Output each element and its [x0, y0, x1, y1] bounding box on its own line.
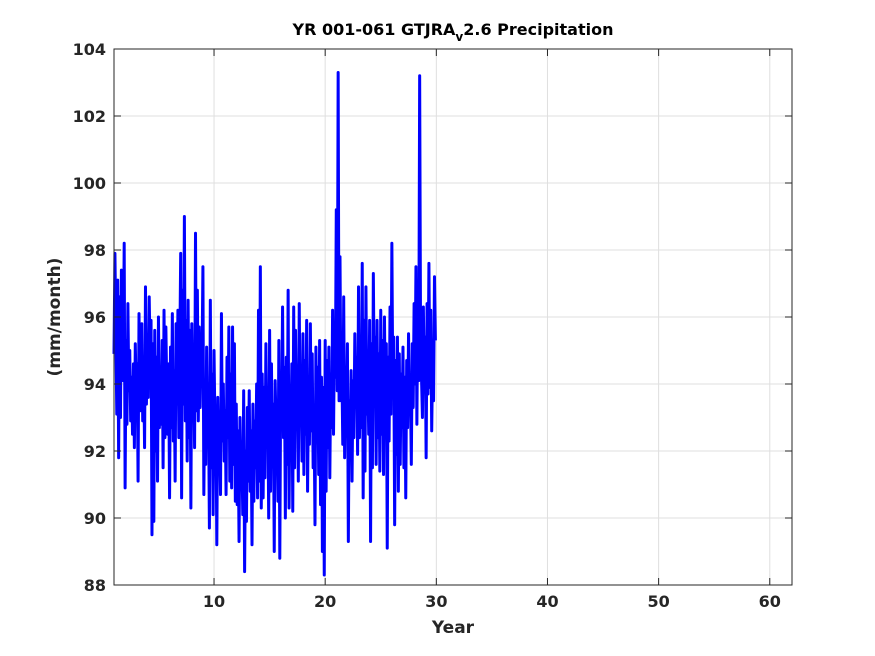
chart-title-subscript: v [455, 30, 463, 44]
y-tick-label: 100 [73, 174, 106, 193]
x-tick-label: 10 [203, 592, 225, 611]
y-tick-label: 102 [73, 107, 106, 126]
x-tick-label: 20 [314, 592, 336, 611]
y-tick-label: 92 [84, 442, 106, 461]
y-tick-label: 94 [84, 375, 106, 394]
x-tick-label: 30 [425, 592, 447, 611]
x-axis-title: Year [431, 618, 475, 638]
y-tick-label: 98 [84, 241, 106, 260]
y-tick-label: 88 [84, 576, 106, 595]
series-line-precipitation [112, 70, 437, 577]
y-axis-title: (mm/month) [45, 258, 65, 377]
x-tick-label: 60 [759, 592, 781, 611]
chart-title: YR 001-061 GTJRAv2.6 Precipitation [292, 20, 614, 44]
y-tick-label: 104 [73, 40, 106, 59]
y-tick-label: 96 [84, 308, 106, 327]
chart-title-rest: 2.6 Precipitation [463, 20, 613, 39]
y-tick-label: 90 [84, 509, 106, 528]
x-tick-label: 50 [647, 592, 669, 611]
axis-ticks: 10 20 30 40 50 60 88 90 92 94 96 98 100 102 104 [73, 40, 792, 611]
chart-title-main: YR 001-061 GTJRA [292, 20, 457, 39]
x-tick-label: 40 [536, 592, 558, 611]
